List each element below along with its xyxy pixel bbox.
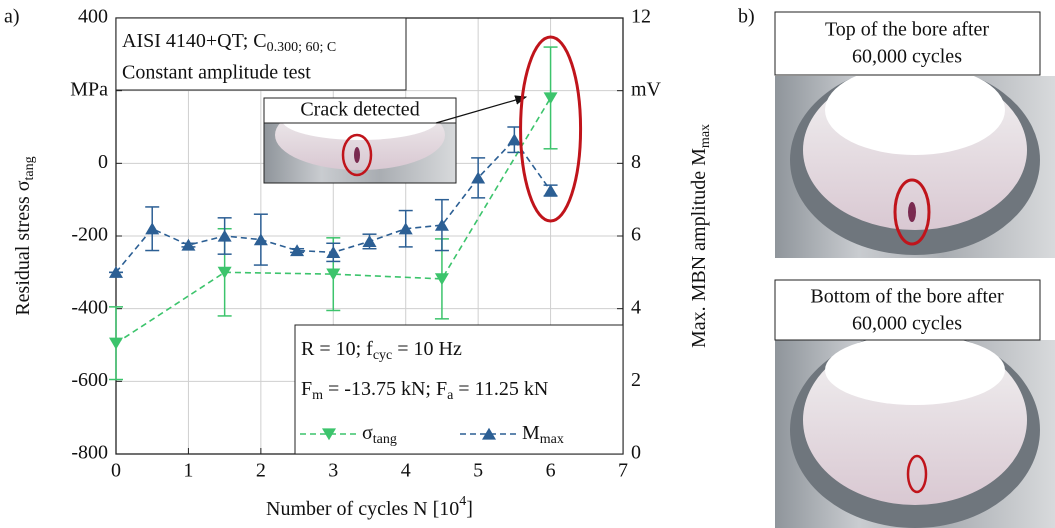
text-part: Max. MBN amplitude M <box>688 148 710 348</box>
crack-marker <box>893 178 931 246</box>
caption-box <box>774 279 1041 341</box>
bore-opening <box>825 335 1005 405</box>
annotation: Crack detected <box>300 99 419 121</box>
legend-marker <box>322 428 336 441</box>
text-part: = -13.75 kN; F <box>323 378 447 400</box>
point <box>217 229 232 242</box>
y2-tick-label: 8 <box>631 151 641 173</box>
rich-text: R = 10; fcyc = 10 Hz <box>301 338 462 364</box>
x-tick-label: 3 <box>328 460 338 482</box>
text-part: R = 10; f <box>301 338 373 360</box>
inset-label-box <box>263 97 457 124</box>
legend-box <box>294 324 624 455</box>
legend-subscript: max <box>540 432 564 447</box>
panel-label: b) <box>738 6 755 28</box>
point <box>326 246 341 258</box>
x-tick-label: 4 <box>401 460 411 482</box>
inset-crack-marker <box>341 133 373 177</box>
legend-name: σ <box>362 422 373 444</box>
text-part: AISI 4140+QT; C <box>122 30 267 52</box>
x-tick-label: 7 <box>618 460 628 482</box>
y-tick-label: -400 <box>71 296 108 318</box>
point <box>217 266 232 279</box>
y-tick-label: 400 <box>78 6 108 28</box>
caption-box <box>774 11 1041 76</box>
x-tick-label: 6 <box>546 460 556 482</box>
rich-text: AISI 4140+QT; C0.300; 60; C <box>122 30 336 56</box>
photo-caption: Top of the bore after <box>825 19 989 41</box>
text-part: = 11.25 kN <box>453 378 548 400</box>
text-part: F <box>301 378 312 400</box>
photo-caption: 60,000 cycles <box>852 313 962 335</box>
bore-opening <box>825 65 1005 155</box>
point <box>543 92 558 105</box>
rich-text: Fm = -13.75 kN; Fa = 11.25 kN <box>301 378 548 404</box>
y2-tick-label: 6 <box>631 224 641 246</box>
y-tick-label: 0 <box>98 151 108 173</box>
photo-caption: 60,000 cycles <box>852 46 962 68</box>
text-part: = 10 Hz <box>392 338 462 360</box>
x-tick-label: 1 <box>183 460 193 482</box>
crack <box>908 202 916 222</box>
legend-name: M <box>522 422 540 444</box>
photo-top <box>775 65 1055 258</box>
inset-crack <box>354 147 360 163</box>
text-part: Number of cycles N [10 <box>266 498 459 520</box>
point <box>326 268 341 281</box>
y-tick-label: -800 <box>71 442 108 464</box>
text-part: tang <box>22 156 37 180</box>
text-part: Residual stress σ <box>12 180 34 315</box>
x-tick-label: 0 <box>111 460 121 482</box>
legend-label: Mmax <box>522 422 564 448</box>
y-tick-label: -200 <box>71 224 108 246</box>
panel-label: a) <box>4 6 20 28</box>
point <box>434 273 449 286</box>
text-part: ] <box>466 498 473 520</box>
point <box>253 233 268 246</box>
text-part: 0.300; 60; C <box>267 40 337 55</box>
y2-tick-label: mV <box>631 78 662 100</box>
point <box>471 171 486 184</box>
crack-marker <box>906 454 928 494</box>
y-tick-label: -600 <box>71 369 108 391</box>
legend-label: σtang <box>362 422 397 448</box>
point <box>109 266 123 278</box>
point <box>145 222 160 235</box>
y2-tick-label: 2 <box>631 369 641 391</box>
highlight <box>519 35 583 223</box>
arrow <box>435 95 528 124</box>
rich-text: Residual stress σtang <box>12 156 38 315</box>
point <box>398 222 413 235</box>
text-part: cyc <box>373 348 392 363</box>
x-tick-label: 2 <box>256 460 266 482</box>
photo-caption: Bottom of the bore after <box>810 286 1004 308</box>
text-part: max <box>698 124 713 148</box>
legend-marker <box>482 427 496 440</box>
text-part: 4 <box>459 494 466 509</box>
point <box>362 235 377 248</box>
point <box>109 337 123 350</box>
point <box>290 244 305 257</box>
annotation-box <box>115 17 407 91</box>
y2-tick-label: 12 <box>631 6 651 28</box>
y2-tick-label: 0 <box>631 442 641 464</box>
y-tick-label: MPa <box>70 78 108 100</box>
point <box>543 184 558 197</box>
point <box>507 133 522 146</box>
legend-subscript: tang <box>373 432 397 447</box>
point <box>181 238 196 251</box>
rich-text: Max. MBN amplitude Mmax <box>688 124 714 348</box>
text-part: a <box>447 388 454 403</box>
text-part: m <box>312 388 323 403</box>
photo-bottom <box>775 332 1055 528</box>
point <box>434 218 449 231</box>
annotation: Constant amplitude test <box>122 62 311 84</box>
rich-text: Number of cycles N [104] <box>266 494 473 519</box>
y2-tick-label: 4 <box>631 296 641 318</box>
x-tick-label: 5 <box>473 460 483 482</box>
